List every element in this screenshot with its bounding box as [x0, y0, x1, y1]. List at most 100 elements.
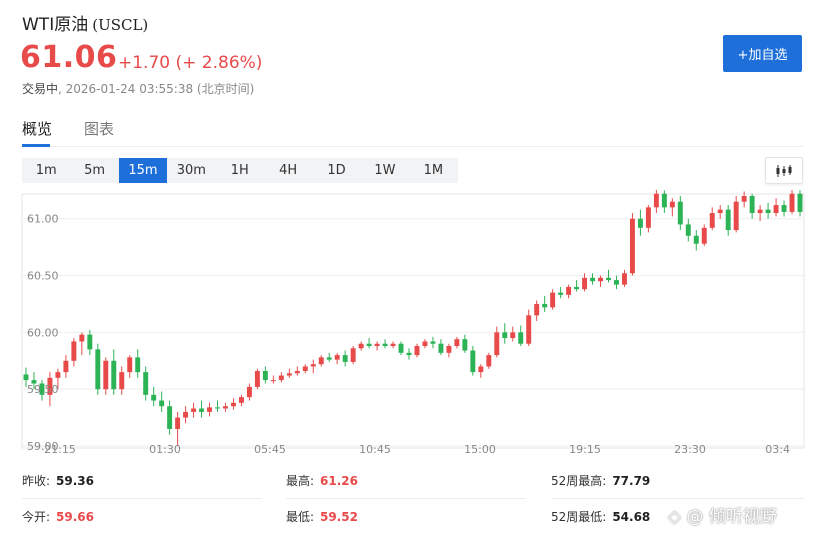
candle: [127, 355, 133, 378]
tab-divider: [22, 146, 804, 147]
candle-body: [701, 227, 707, 244]
x-tick-label: 15:00: [464, 443, 496, 456]
candle: [191, 402, 197, 418]
candle: [334, 352, 340, 365]
candle-body: [95, 349, 101, 390]
candle-body: [398, 343, 404, 353]
candle-body: [621, 273, 627, 285]
candle-body: [63, 360, 69, 373]
stat-52w-high: 52周最高: 77.79: [551, 472, 650, 489]
instrument-name: WTI原油: [22, 15, 89, 35]
x-tick-label: 21:15: [44, 443, 76, 456]
candle: [701, 224, 707, 246]
add-watchlist-button[interactable]: +加自选: [723, 35, 802, 72]
candle-body: [446, 346, 452, 353]
price-change: +1.70 (+ 2.86%): [118, 53, 263, 73]
candle: [374, 341, 380, 351]
tab-chart[interactable]: 图表: [84, 120, 115, 138]
candle-body: [661, 193, 667, 208]
candle-body: [47, 377, 53, 395]
candle: [167, 400, 173, 435]
candle-body: [462, 339, 468, 351]
candle: [781, 200, 787, 217]
candle: [23, 367, 29, 387]
stat-label: 昨收:: [22, 474, 51, 488]
candle: [406, 348, 412, 360]
period-1w[interactable]: 1W: [374, 163, 396, 178]
candle-body: [127, 357, 133, 373]
candle-body: [582, 277, 588, 290]
candle-body: [741, 196, 747, 202]
candle-body: [318, 357, 324, 365]
candle-body: [207, 407, 212, 412]
candle: [677, 196, 683, 231]
candle-body: [167, 406, 173, 429]
candle: [462, 334, 468, 353]
candle-body: [558, 292, 564, 295]
period-30m[interactable]: 30m: [176, 163, 206, 178]
candle-body: [733, 201, 739, 231]
candle-body: [725, 209, 731, 231]
stat-label: 今开:: [22, 510, 51, 524]
candle-body: [550, 292, 556, 308]
candle-body: [669, 201, 675, 208]
candle-body: [606, 277, 611, 281]
stat-value: 59.36: [56, 474, 95, 488]
candle-body: [789, 193, 795, 212]
candle: [207, 402, 212, 417]
candle-body: [693, 235, 699, 244]
stats-divider: [551, 498, 804, 499]
candle-body: [677, 201, 683, 225]
period-1mo[interactable]: 1M: [423, 163, 444, 178]
candle-body: [590, 277, 596, 282]
candle-body: [238, 397, 244, 403]
stat-value: 77.79: [612, 474, 651, 488]
candle: [757, 205, 763, 221]
candle-body: [246, 386, 252, 398]
x-tick-label: 23:30: [674, 443, 706, 456]
stat-label: 52周最高:: [551, 474, 607, 488]
candle: [749, 193, 755, 219]
period-1d[interactable]: 1D: [327, 163, 346, 178]
candle: [159, 391, 165, 412]
x-tick-label: 05:45: [254, 443, 286, 456]
candle: [414, 343, 420, 358]
candle-body: [637, 218, 643, 228]
period-selector: 1m 5m 15m 30m 1H 4H 1D 1W 1M: [22, 158, 458, 183]
chart-type-button[interactable]: [765, 157, 803, 184]
candle: [773, 198, 779, 217]
last-price: 61.06: [20, 40, 118, 75]
candle: [215, 400, 220, 412]
candle-body: [566, 286, 572, 295]
candle: [135, 349, 141, 378]
candle-body: [526, 315, 532, 344]
active-tab-indicator: [22, 144, 50, 147]
candle: [438, 339, 444, 356]
candle: [199, 400, 205, 418]
candle: [87, 330, 93, 356]
candle-body: [119, 372, 125, 390]
period-4h[interactable]: 4H: [279, 163, 298, 178]
candle-body: [534, 303, 540, 316]
y-tick-label: 61.00: [27, 213, 59, 226]
candle: [534, 300, 540, 321]
candle: [318, 355, 324, 367]
period-1h[interactable]: 1H: [230, 163, 249, 178]
candle-body: [502, 332, 508, 339]
candle: [614, 275, 619, 290]
candle-body: [709, 213, 715, 228]
candle-body: [542, 303, 548, 308]
candle-body: [797, 193, 803, 212]
candle: [31, 372, 37, 390]
candle: [637, 209, 643, 236]
y-tick-label: 60.50: [27, 270, 59, 283]
candle-body: [334, 355, 340, 360]
period-1m[interactable]: 1m: [35, 163, 57, 178]
candle: [366, 338, 372, 349]
candle-body: [422, 341, 428, 346]
tab-overview[interactable]: 概览: [22, 120, 53, 138]
period-15m[interactable]: 15m: [118, 158, 168, 183]
candle: [342, 350, 348, 367]
period-5m[interactable]: 5m: [84, 163, 106, 178]
